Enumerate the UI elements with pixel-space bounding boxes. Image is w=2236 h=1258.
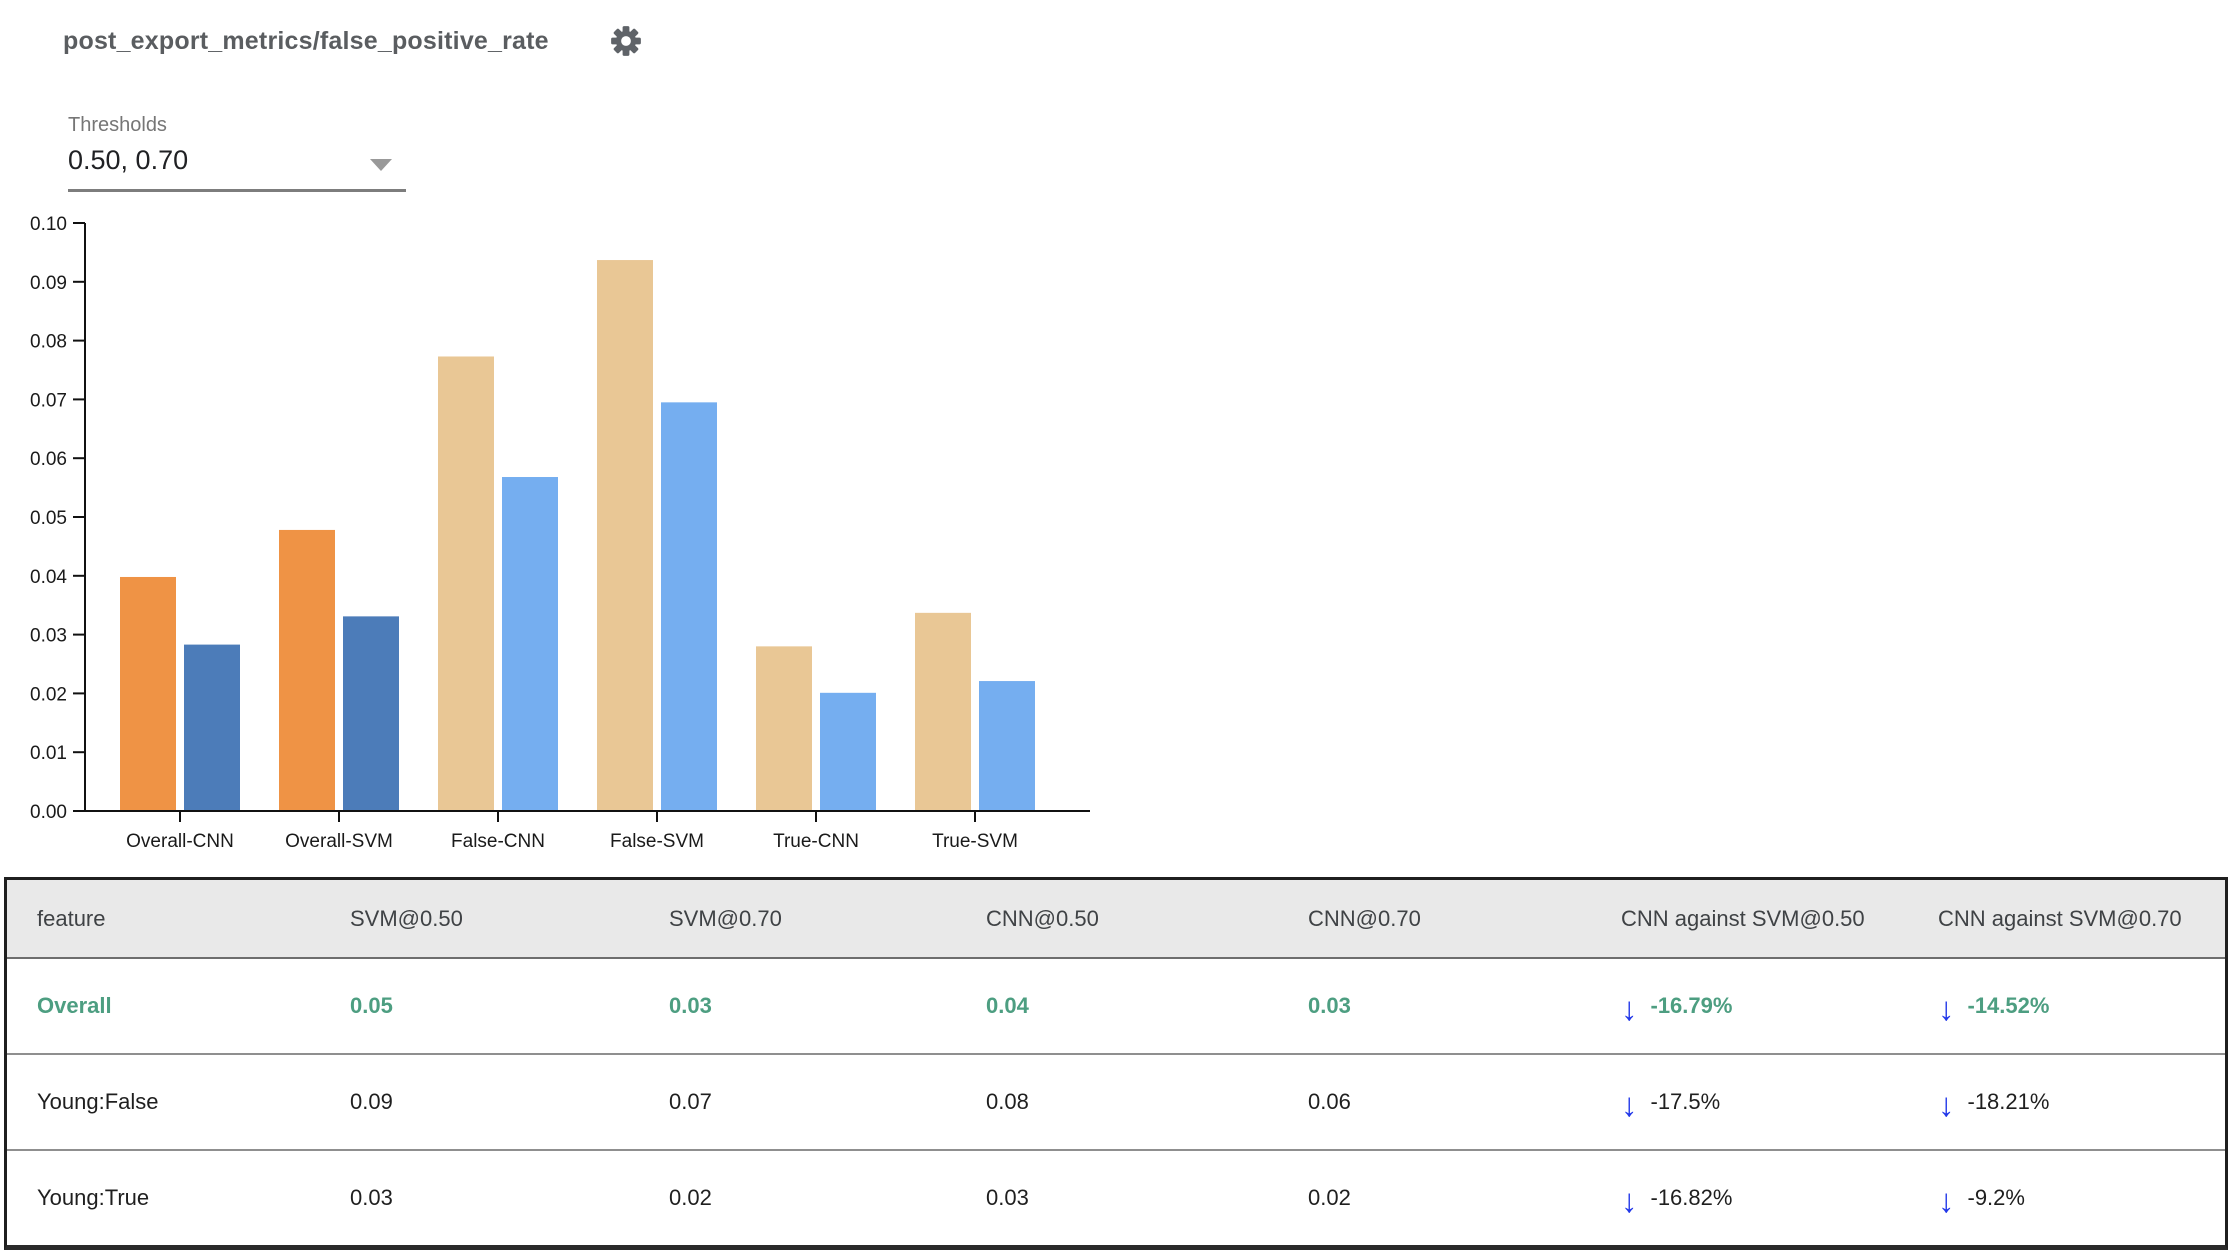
cnn-050-cell: 0.03 xyxy=(986,1185,1029,1210)
table-row-young-true[interactable]: Young:True 0.03 0.02 0.03 0.02 ↓ -16.82%… xyxy=(7,1151,2225,1245)
svg-text:0.09: 0.09 xyxy=(30,273,67,294)
col-header-cnn-vs-svm-070: CNN against SVM@0.70 xyxy=(1938,905,2182,931)
svg-text:True-SVM: True-SVM xyxy=(932,831,1018,852)
delta-070-cell: ↓ -18.21% xyxy=(1908,1085,2225,1123)
down-arrow-icon: ↓ xyxy=(1621,989,1638,1027)
cnn-050-cell: 0.08 xyxy=(986,1089,1029,1114)
svm-070-cell: 0.02 xyxy=(669,1185,712,1210)
down-arrow-icon: ↓ xyxy=(1621,1181,1638,1219)
thresholds-selected-value: 0.50, 0.70 xyxy=(68,145,189,175)
page-title: post_export_metrics/false_positive_rate xyxy=(63,27,549,55)
svg-text:0.10: 0.10 xyxy=(30,214,67,235)
svg-text:True-CNN: True-CNN xyxy=(773,831,859,852)
settings-gear-icon[interactable] xyxy=(608,24,644,60)
svg-text:False-CNN: False-CNN xyxy=(451,831,545,852)
svg-text:0.02: 0.02 xyxy=(30,684,67,705)
thresholds-label: Thresholds xyxy=(68,114,167,136)
down-arrow-icon: ↓ xyxy=(1938,989,1955,1027)
col-header-cnn-vs-svm-050: CNN against SVM@0.50 xyxy=(1621,905,1865,931)
svm-050-cell: 0.09 xyxy=(350,1089,393,1114)
false-positive-rate-bar-chart[interactable]: 0.00 0.01 0.02 0.03 0.04 0.05 0.06 0.07 0.08 0.09… xyxy=(0,185,1120,885)
delta-value: -16.79% xyxy=(1650,993,1733,1018)
cnn-070-cell: 0.06 xyxy=(1308,1089,1351,1114)
bar-chart-svg[interactable]: 0.00 0.01 0.02 0.03 0.04 0.05 0.06 0.07 0.08 0.09… xyxy=(0,185,1120,885)
delta-070-cell: ↓ -14.52% xyxy=(1908,989,2225,1027)
svg-text:0.04: 0.04 xyxy=(30,567,67,588)
svg-text:0.03: 0.03 xyxy=(30,626,67,647)
feature-cell: Overall xyxy=(37,993,112,1018)
svg-text:False-SVM: False-SVM xyxy=(610,831,704,852)
delta-value: -16.82% xyxy=(1650,1185,1733,1210)
gear-icon xyxy=(611,26,641,56)
metrics-table: feature SVM@0.50 SVM@0.70 CNN@0.50 CNN@0… xyxy=(4,877,2228,1250)
table-header-row: feature SVM@0.50 SVM@0.70 CNN@0.50 CNN@0… xyxy=(7,880,2225,959)
down-arrow-icon: ↓ xyxy=(1938,1085,1955,1123)
svg-text:0.01: 0.01 xyxy=(30,743,67,764)
svg-text:0.08: 0.08 xyxy=(30,332,67,353)
svm-070-cell: 0.07 xyxy=(669,1089,712,1114)
delta-050-cell: ↓ -16.79% xyxy=(1591,989,1908,1027)
svg-text:0.07: 0.07 xyxy=(30,390,67,411)
svm-070-cell: 0.03 xyxy=(669,993,712,1018)
delta-value: -17.5% xyxy=(1650,1089,1721,1114)
delta-050-cell: ↓ -17.5% xyxy=(1591,1085,1908,1123)
svg-text:0.05: 0.05 xyxy=(30,508,67,529)
table-row-young-false[interactable]: Young:False 0.09 0.07 0.08 0.06 ↓ -17.5%… xyxy=(7,1055,2225,1151)
svg-text:0.06: 0.06 xyxy=(30,449,67,470)
down-arrow-icon: ↓ xyxy=(1938,1181,1955,1219)
chevron-down-icon xyxy=(370,159,392,171)
delta-value: -9.2% xyxy=(1967,1185,2025,1210)
feature-cell: Young:False xyxy=(37,1089,159,1114)
col-header-svm-070: SVM@0.70 xyxy=(669,905,782,931)
cnn-050-cell: 0.04 xyxy=(986,993,1029,1018)
table-row-overall[interactable]: Overall 0.05 0.03 0.04 0.03 ↓ -16.79% ↓ … xyxy=(7,959,2225,1055)
thresholds-select[interactable]: 0.50, 0.70 xyxy=(68,137,406,192)
col-header-cnn-050: CNN@0.50 xyxy=(986,905,1099,931)
down-arrow-icon: ↓ xyxy=(1621,1085,1638,1123)
col-header-cnn-070: CNN@0.70 xyxy=(1308,905,1421,931)
delta-value: -18.21% xyxy=(1967,1089,2050,1114)
cnn-070-cell: 0.03 xyxy=(1308,993,1351,1018)
delta-070-cell: ↓ -9.2% xyxy=(1908,1181,2225,1219)
cnn-070-cell: 0.02 xyxy=(1308,1185,1351,1210)
thresholds-control: Thresholds 0.50, 0.70 xyxy=(68,114,406,192)
svg-text:Overall-SVM: Overall-SVM xyxy=(285,831,393,852)
feature-cell: Young:True xyxy=(37,1185,150,1210)
svg-text:0.00: 0.00 xyxy=(30,802,67,823)
col-header-svm-050: SVM@0.50 xyxy=(350,905,463,931)
delta-value: -14.52% xyxy=(1967,993,2050,1018)
svg-text:Overall-CNN: Overall-CNN xyxy=(126,831,234,852)
svm-050-cell: 0.03 xyxy=(350,1185,393,1210)
delta-050-cell: ↓ -16.82% xyxy=(1591,1181,1908,1219)
col-header-feature: feature xyxy=(37,905,106,931)
svm-050-cell: 0.05 xyxy=(350,993,393,1018)
